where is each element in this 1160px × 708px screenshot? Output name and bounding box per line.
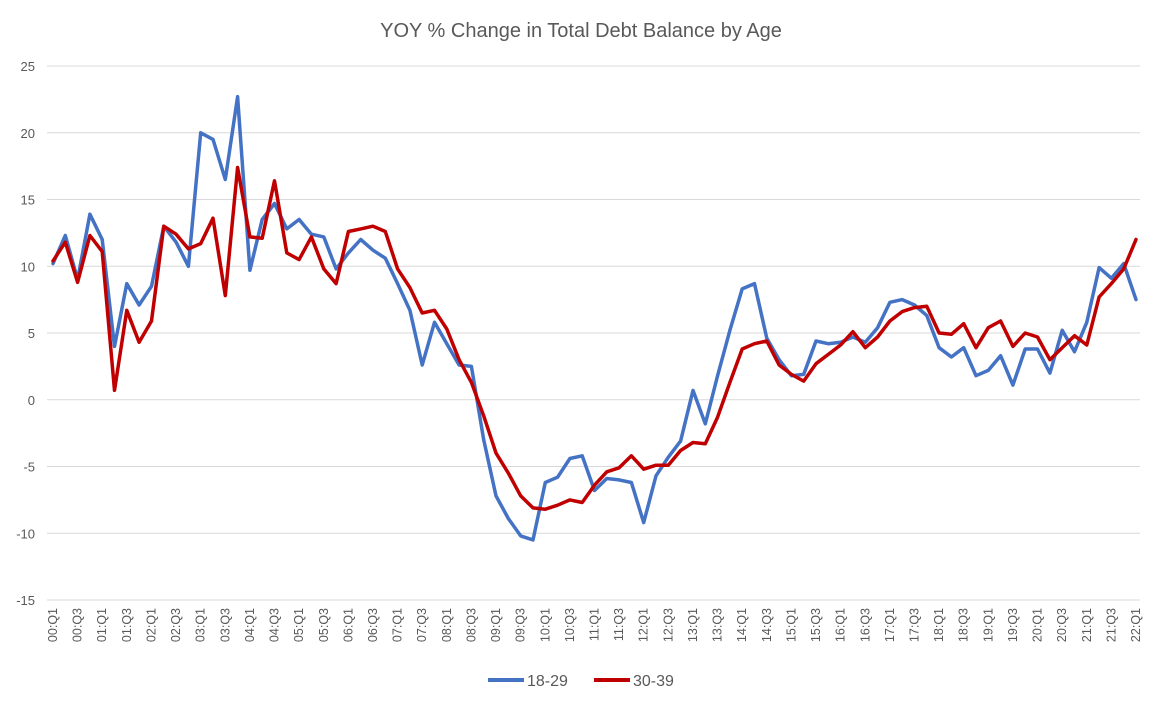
- x-tick-label: 13:Q3: [711, 608, 725, 642]
- x-tick-label: 01:Q1: [95, 608, 109, 642]
- x-tick-label: 15:Q3: [809, 608, 823, 642]
- x-tick-label: 21:Q3: [1104, 608, 1118, 642]
- gridlines: [47, 65, 1140, 601]
- x-tick-label: 12:Q1: [637, 608, 651, 642]
- x-tick-label: 11:Q3: [612, 608, 626, 641]
- x-tick-label: 17:Q1: [883, 608, 897, 642]
- y-tick-label: -15: [16, 593, 35, 608]
- y-tick-label: 10: [21, 259, 35, 274]
- x-tick-label: 10:Q1: [538, 608, 552, 642]
- y-tick-label: -5: [23, 460, 35, 475]
- x-axis: 00:Q1 00:Q3 01:Q1 01:Q3 02:Q1 02:Q3 03:Q1 03:Q3…: [46, 608, 1143, 642]
- x-tick-label: 03:Q1: [194, 608, 208, 642]
- y-tick-label: 25: [21, 59, 35, 74]
- x-tick-label: 01:Q3: [120, 608, 134, 642]
- y-axis: 25 20 15 10 5 0 -5 -10 -15: [16, 59, 35, 608]
- x-tick-label: 05:Q1: [292, 608, 306, 642]
- x-tick-label: 02:Q3: [169, 608, 183, 642]
- x-tick-label: 05:Q3: [317, 608, 331, 642]
- x-tick-label: 19:Q3: [1006, 608, 1020, 642]
- x-tick-label: 15:Q1: [784, 608, 798, 642]
- x-tick-label: 10:Q3: [563, 608, 577, 642]
- x-tick-label: 14:Q1: [735, 608, 749, 642]
- x-tick-label: 12:Q3: [661, 608, 675, 642]
- x-tick-label: 09:Q3: [514, 608, 528, 642]
- x-tick-label: 18:Q3: [957, 608, 971, 642]
- x-tick-label: 16:Q1: [834, 608, 848, 642]
- x-tick-label: 19:Q1: [981, 608, 995, 642]
- x-tick-label: 06:Q3: [366, 608, 380, 642]
- y-tick-label: 5: [28, 326, 35, 341]
- x-tick-label: 03:Q3: [218, 608, 232, 642]
- x-tick-label: 11:Q1: [588, 608, 602, 641]
- y-tick-label: 0: [28, 393, 35, 408]
- y-tick-label: 15: [21, 193, 35, 208]
- x-tick-label: 21:Q1: [1080, 608, 1094, 642]
- legend: 18-29 30-39: [488, 673, 674, 690]
- y-tick-label: 20: [21, 126, 35, 141]
- x-tick-label: 00:Q3: [71, 608, 85, 642]
- legend-label-30-39: 30-39: [633, 673, 674, 690]
- x-tick-label: 14:Q3: [760, 608, 774, 642]
- x-tick-label: 17:Q3: [907, 608, 921, 642]
- x-tick-label: 13:Q1: [686, 608, 700, 642]
- x-tick-label: 07:Q3: [415, 608, 429, 642]
- y-tick-label: -10: [16, 526, 35, 541]
- x-tick-label: 08:Q1: [440, 608, 454, 642]
- x-tick-label: 02:Q1: [144, 608, 158, 642]
- x-tick-label: 06:Q1: [341, 608, 355, 642]
- x-tick-label: 20:Q3: [1055, 608, 1069, 642]
- series-lines: [51, 94, 1138, 542]
- x-tick-label: 18:Q1: [932, 608, 946, 642]
- x-tick-label: 00:Q1: [46, 608, 60, 642]
- x-tick-label: 20:Q1: [1031, 608, 1045, 642]
- series-line-30-39: [51, 165, 1138, 511]
- x-tick-label: 04:Q3: [268, 608, 282, 642]
- x-tick-label: 09:Q1: [489, 608, 503, 642]
- x-tick-label: 08:Q3: [464, 608, 478, 642]
- legend-label-18-29: 18-29: [527, 673, 568, 690]
- x-tick-label: 22:Q1: [1129, 608, 1143, 642]
- chart-title: YOY % Change in Total Debt Balance by Ag…: [380, 20, 782, 42]
- series-line-18-29: [51, 94, 1138, 542]
- x-tick-label: 04:Q1: [243, 608, 257, 642]
- x-tick-label: 16:Q3: [858, 608, 872, 642]
- x-tick-label: 07:Q1: [391, 608, 405, 642]
